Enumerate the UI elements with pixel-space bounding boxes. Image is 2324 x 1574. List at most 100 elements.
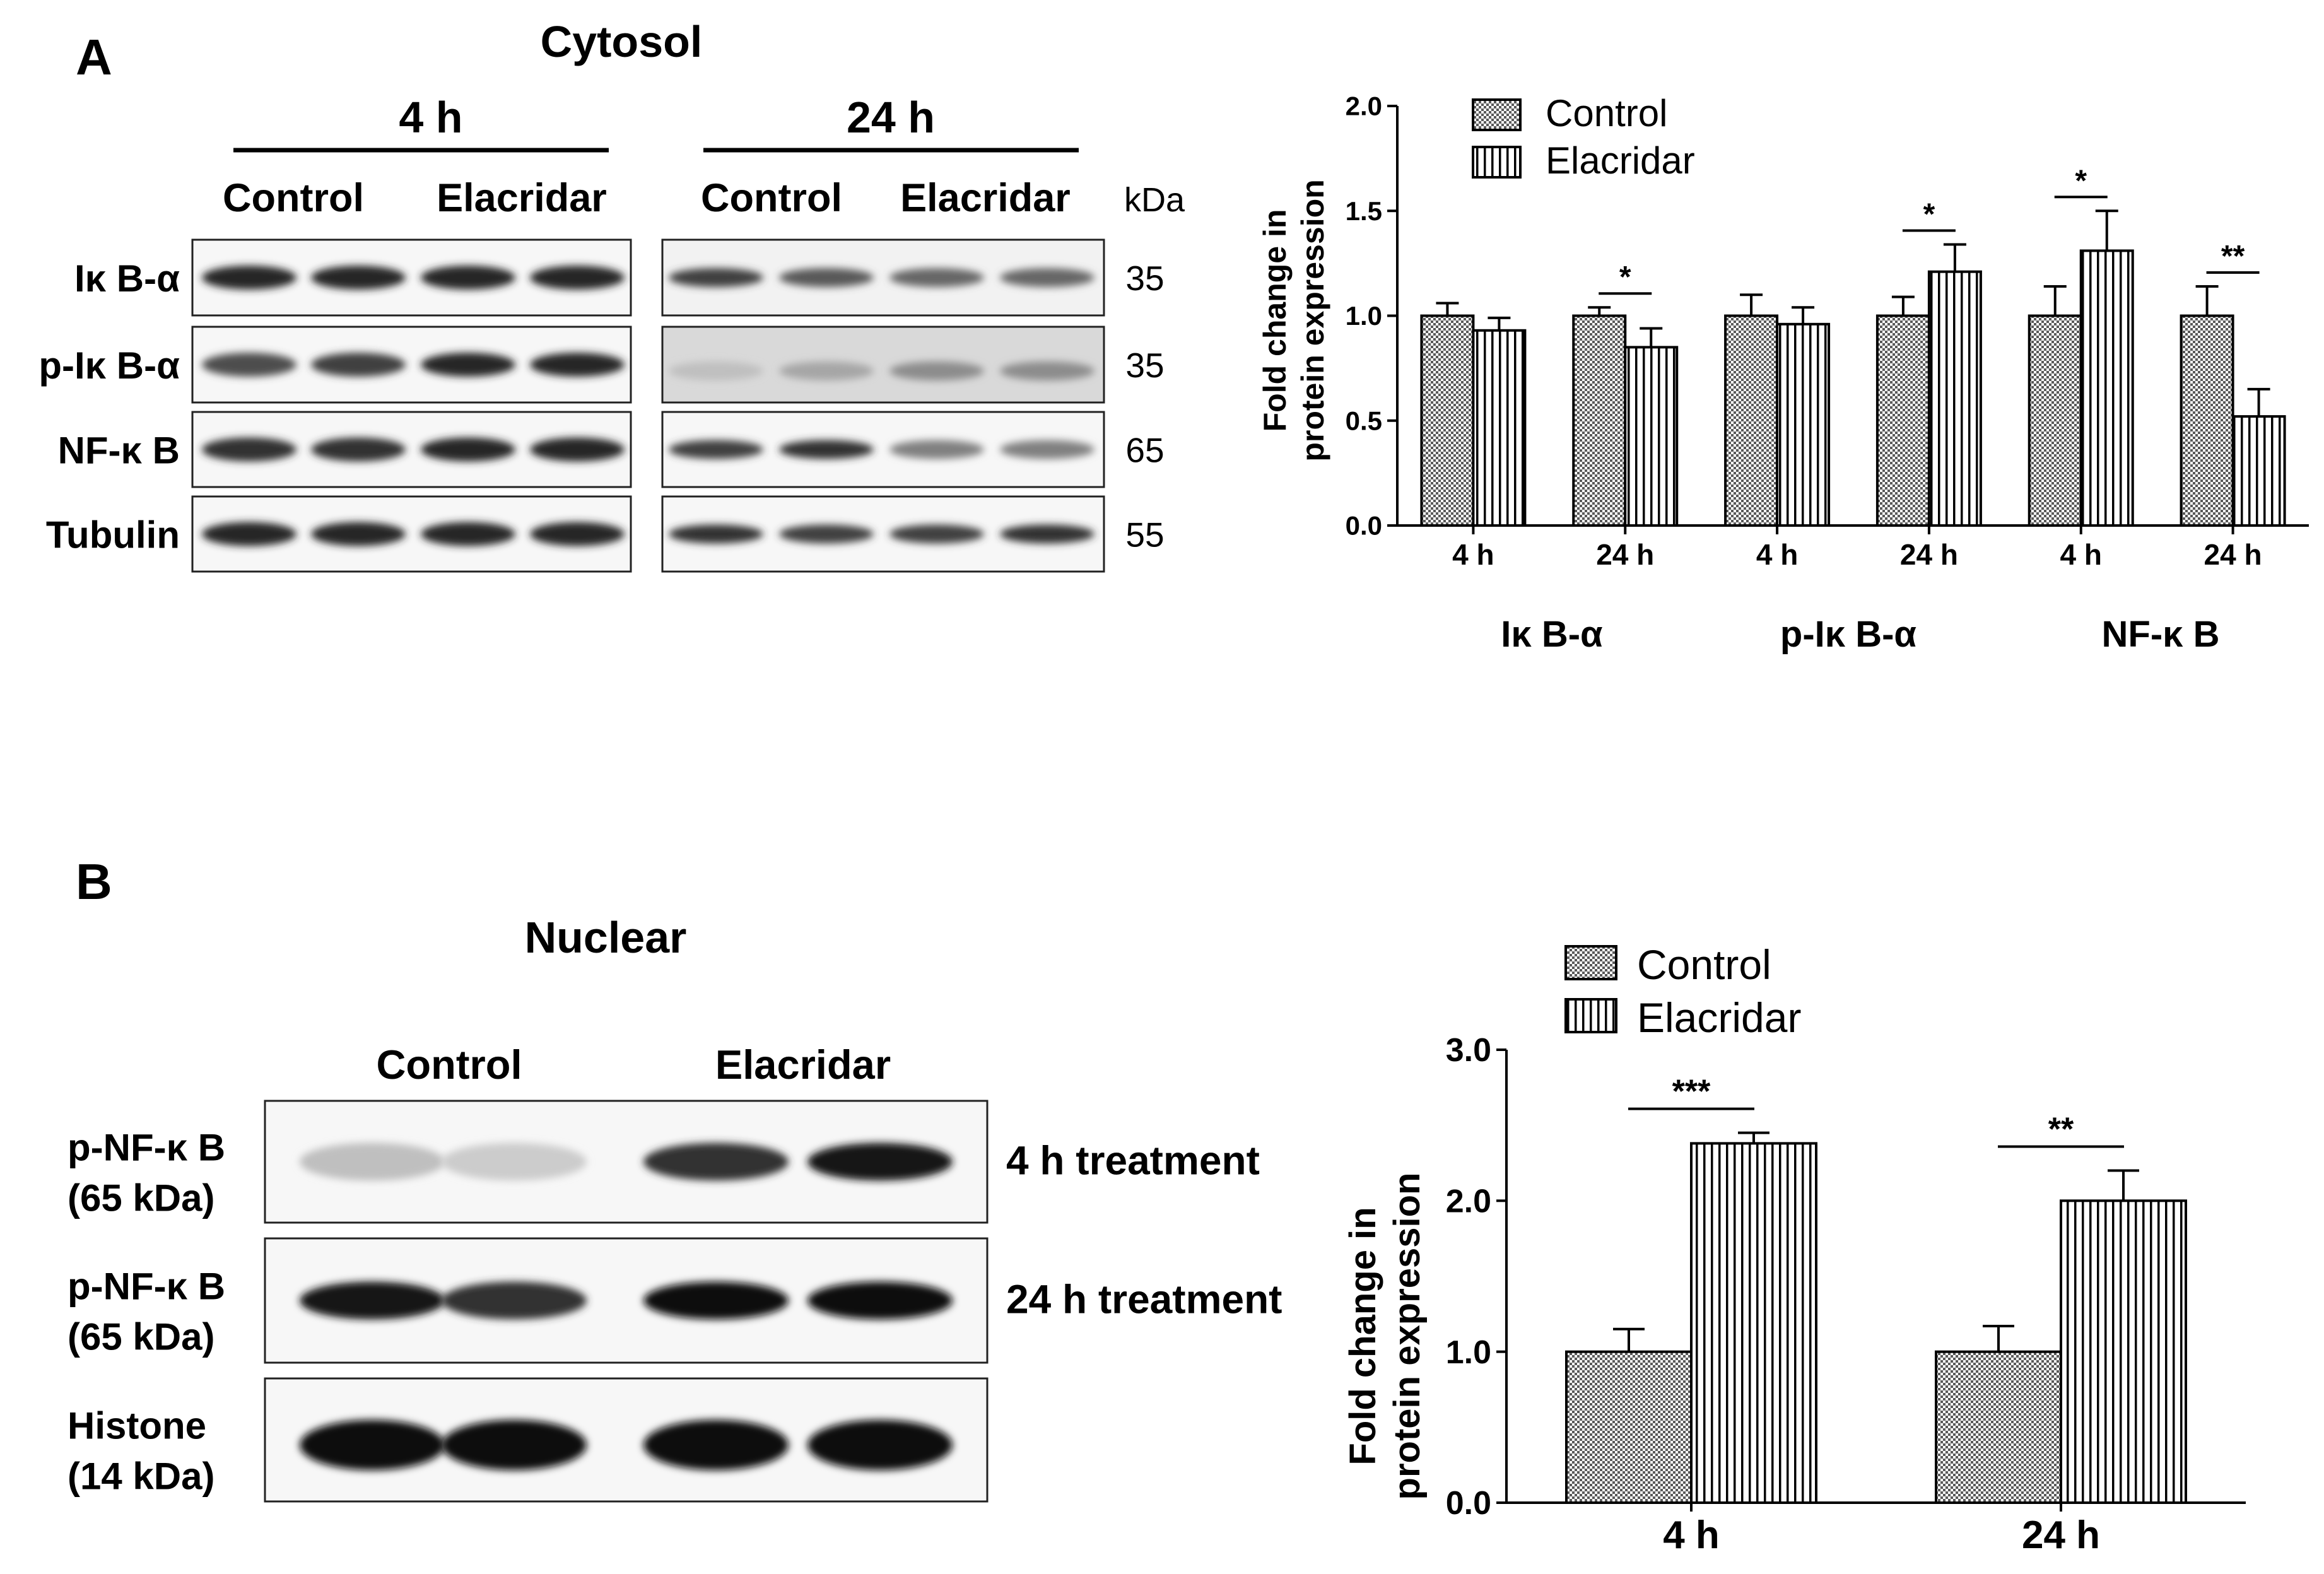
significance-marker: ** <box>2048 1111 2074 1148</box>
bar-control <box>1724 314 1779 527</box>
x-tick-label: 4 h <box>1756 538 1798 571</box>
blot-band <box>669 361 763 380</box>
western-blots-a: Iκ B-α 35 p-Iκ B-α 35 NF-κ B 65 Tubulin 55 <box>38 238 1165 573</box>
x-tick-label: 4 h <box>1663 1513 1720 1557</box>
legend-elacridar-label-b: Elacridar <box>1637 994 1801 1041</box>
significance-marker: ** <box>2221 240 2245 273</box>
blot-row-label: Iκ B-α <box>74 257 180 300</box>
legend-control-label-b: Control <box>1637 941 1771 988</box>
x-tick-label: 24 h <box>1900 538 1958 571</box>
treatment-label: 4 h treatment <box>1006 1138 1260 1183</box>
blot-band <box>530 437 625 462</box>
western-blots-b: p-NF-κ B (65 kDa) 4 h treatment p-NF-κ B (65… <box>67 1100 1282 1503</box>
bar-control <box>1420 314 1475 527</box>
bar-elacridar <box>1690 1142 1817 1505</box>
x-tick-label: 4 h <box>1452 538 1494 571</box>
y-tick-label: 0.0 <box>1446 1485 1491 1522</box>
blot-band <box>779 361 874 380</box>
y-tick-label: 1.5 <box>1346 196 1382 226</box>
blot-band <box>300 1142 445 1181</box>
blot-band <box>779 524 874 544</box>
x-tick-label: 24 h <box>2022 1513 2100 1557</box>
blot-row-label: Histone <box>67 1405 206 1447</box>
bar-elacridar <box>1472 329 1527 527</box>
x-tick-label: 24 h <box>1596 538 1654 571</box>
bar-elacridar <box>1776 322 1831 527</box>
blot-band <box>889 440 984 459</box>
group-label-nfkb: NF-κ B <box>2102 614 2220 655</box>
bar-elacridar <box>2060 1199 2187 1505</box>
group-label: Control <box>376 1042 522 1088</box>
group-label-ikb: Iκ B-α <box>1501 614 1603 655</box>
blot-band <box>669 440 763 459</box>
x-tick-label: 24 h <box>2204 538 2262 571</box>
blot-band <box>643 1281 789 1320</box>
group-label: Control <box>701 176 842 220</box>
blot-row-label: p-NF-κ B <box>67 1127 225 1169</box>
y-axis-title-a: Fold change inprotein expression <box>1257 179 1330 461</box>
blot-band <box>889 524 984 544</box>
y-axis-title-b: Fold change inprotein expression <box>1342 1173 1428 1500</box>
blot-band <box>1000 361 1095 380</box>
blot-band <box>442 1281 587 1320</box>
kda-value: 35 <box>1125 259 1164 298</box>
group-label: Elacridar <box>437 176 607 220</box>
blot-band <box>311 266 406 290</box>
bar-elacridar <box>2231 415 2286 527</box>
blot-band <box>669 524 763 544</box>
blot-band <box>421 266 515 290</box>
blot-band <box>530 353 625 377</box>
panel-b-title: Nuclear <box>525 913 687 962</box>
kda-value: 35 <box>1125 346 1164 385</box>
group-label: Elacridar <box>900 176 1071 220</box>
legend-elacridar-label-a: Elacridar <box>1546 139 1695 182</box>
kda-value: 55 <box>1125 515 1164 555</box>
bar-control <box>1875 314 1930 527</box>
significance-marker: * <box>2075 164 2087 197</box>
blot-band <box>889 268 984 287</box>
significance-marker: *** <box>1672 1074 1711 1110</box>
y-tick-label: 1.0 <box>1346 301 1382 331</box>
y-tick-label: 2.0 <box>1346 91 1382 121</box>
blot-row-label: Tubulin <box>46 514 180 556</box>
blot-band <box>202 522 296 546</box>
blot-band <box>889 361 984 380</box>
blot-band <box>311 353 406 377</box>
blot-band <box>311 437 406 462</box>
blot-band <box>202 437 296 462</box>
chart-b: 0.0 1.0 2.0 3.0 4 h *** 24 h ** <box>1446 945 2246 1557</box>
panel-a: A Cytosol 4 h 24 h Control Elacridar Con… <box>38 17 2309 655</box>
x-tick-label: 4 h <box>2060 538 2102 571</box>
blot-band <box>779 440 874 459</box>
blot-row-label-kda: (14 kDa) <box>67 1455 214 1498</box>
blot-band <box>669 268 763 287</box>
legend-control-label-a: Control <box>1546 92 1667 134</box>
bar-control <box>1565 1350 1693 1505</box>
blot-row-label: p-NF-κ B <box>67 1266 225 1308</box>
panel-b: B Nuclear Control Elacridar p-NF-κ B (65 … <box>67 854 2246 1557</box>
blot-band <box>442 1142 587 1181</box>
blot-band <box>421 437 515 462</box>
blot-band <box>311 522 406 546</box>
bar-control <box>1935 1350 2062 1505</box>
blot-band <box>202 353 296 377</box>
blot-band <box>421 522 515 546</box>
group-label-pikb: p-Iκ B-α <box>1780 614 1917 655</box>
bar-elacridar <box>1927 270 1982 527</box>
panel-a-title: Cytosol <box>541 17 703 66</box>
blot-band <box>1000 440 1095 459</box>
blot-row-label-kda: (65 kDa) <box>67 1177 214 1219</box>
bar-control <box>2028 314 2082 527</box>
significance-marker: * <box>1923 197 1935 231</box>
bar-control <box>2180 314 2234 527</box>
legend-swatch-elacridar <box>1472 146 1522 179</box>
bar-elacridar <box>2079 249 2134 527</box>
treatment-label: 24 h treatment <box>1006 1277 1282 1322</box>
blot-band <box>442 1419 587 1471</box>
blot-band <box>530 522 625 546</box>
time-label-24h: 24 h <box>847 93 935 142</box>
time-label-4h: 4 h <box>399 93 462 142</box>
blot-band <box>1000 268 1095 287</box>
blot-row-label: p-Iκ B-α <box>38 344 180 387</box>
